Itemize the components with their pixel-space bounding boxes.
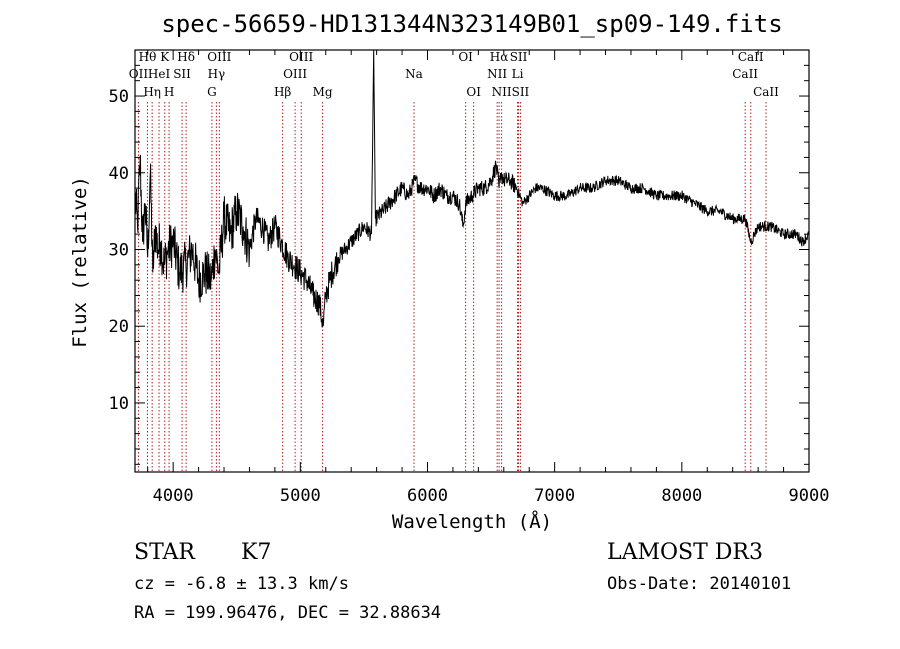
y-axis-ticks: 10 20 30 40 50 [109,64,809,465]
emission-line-label: OI [466,85,481,99]
emission-line-label: Hη [143,85,161,99]
y-tick-label: 20 [109,317,129,337]
emission-line-labels: OII Hθ Hη HeI K H SII Hδ G Hγ OIII Hβ OIII OIII Mg Na OI… [129,50,779,99]
emission-line-label: Hθ [139,50,157,64]
x-tick-label: 6000 [407,486,448,506]
emission-line-label: NII [487,67,507,81]
emission-line-label: CaII [732,67,758,81]
emission-line-label: OIII [289,50,313,64]
spectrum-line [134,49,810,328]
emission-line-label: Li [512,67,524,81]
emission-line-label: Hα [490,50,509,64]
obs-date: Obs-Date: 20140101 [607,574,792,594]
y-axis-label: Flux (relative) [69,176,91,348]
emission-line-label: SII [512,85,530,99]
x-tick-label: 7000 [534,486,575,506]
y-tick-label: 10 [109,394,129,414]
emission-line-label: Hβ [274,85,291,99]
chart-title: spec-56659-HD131344N323149B01_sp09-149.f… [161,10,782,38]
emission-line-markers [137,102,767,472]
redshift-text: cz = -6.8 ± 13.3 km/s [134,574,349,594]
object-class: STAR [134,540,195,565]
x-tick-label: 4000 [153,486,194,506]
emission-line-label: NII [492,85,512,99]
survey-name: LAMOST DR3 [607,540,763,565]
emission-line-label: OII [129,67,149,81]
emission-line-label: H [164,85,174,99]
x-axis-ticks: 4000 5000 6000 7000 8000 9000 [147,50,830,506]
y-tick-label: 40 [109,164,129,184]
emission-line-label: Mg [313,85,333,99]
emission-line-label: G [207,85,217,99]
x-axis-label: Wavelength (Å) [392,510,552,533]
emission-line-label: OI [458,50,473,64]
x-tick-label: 5000 [280,486,321,506]
emission-line-label: Hδ [177,50,195,64]
emission-line-label: Na [405,67,423,81]
emission-line-label: CaII [753,85,779,99]
x-tick-label: 8000 [661,486,702,506]
emission-line-label: OIII [283,67,307,81]
emission-line-label: Hγ [208,67,226,81]
coordinates-text: RA = 199.96476, DEC = 32.88634 [134,603,442,623]
emission-line-label: CaII [738,50,764,64]
y-tick-label: 50 [109,87,129,107]
object-subclass: K7 [241,540,272,565]
emission-line-label: SII [510,50,528,64]
emission-line-label: OIII [207,50,231,64]
x-tick-label: 9000 [789,486,830,506]
emission-line-label: K [160,50,170,64]
emission-line-label: HeI [148,67,171,81]
emission-line-label: SII [173,67,191,81]
y-tick-label: 30 [109,240,129,260]
plot-frame [134,49,810,473]
